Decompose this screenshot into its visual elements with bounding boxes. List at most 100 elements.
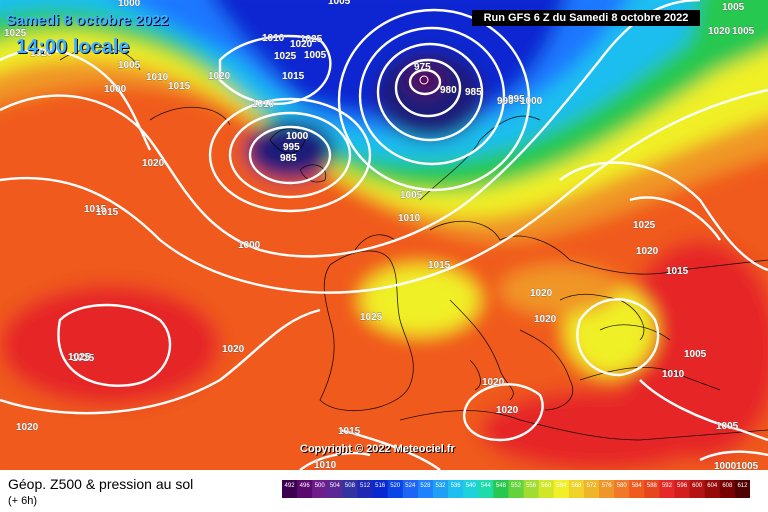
scale-label: 496 [300, 483, 311, 489]
scale-label: 592 [662, 483, 673, 489]
scale-swatch [538, 480, 555, 498]
scale-swatch [357, 480, 374, 498]
pressure-label: 1015 [666, 266, 689, 277]
scale-label: 588 [647, 483, 658, 489]
pressure-label-group: 1000 1005 1010 1015 1020 1025 1020 1010 … [4, 0, 759, 470]
pressure-label: 980 [440, 85, 457, 96]
scale-swatch [372, 480, 389, 498]
scale-swatch [387, 480, 404, 498]
pressure-label: 1000 [286, 131, 309, 142]
scale-label: 568 [571, 483, 582, 489]
scale-swatch [614, 480, 630, 498]
scale-label: 584 [632, 483, 643, 489]
scale-label: 560 [541, 483, 552, 489]
scale-label: 604 [707, 483, 718, 489]
scale-swatch [583, 480, 600, 498]
scale-label: 520 [390, 483, 401, 489]
pressure-label: 1005 [716, 421, 739, 432]
pressure-label: 1020 [708, 26, 731, 37]
scale-swatch [644, 480, 660, 498]
scale-swatch [659, 480, 676, 498]
pressure-label: 1020 [636, 246, 659, 257]
scale-label: 608 [722, 483, 733, 489]
scale-label: 504 [330, 483, 341, 489]
pressure-label: 1000 [118, 0, 141, 9]
pressure-label: 1010 [252, 99, 275, 110]
scale-swatch [734, 480, 750, 498]
pressure-label: 1010 [146, 72, 169, 83]
pressure-label: 1000 [238, 240, 261, 251]
pressure-label: 1010 [662, 369, 685, 380]
pressure-label: 1020 [142, 158, 165, 169]
scale-label: 500 [315, 483, 326, 489]
scale-label: 600 [692, 483, 703, 489]
pressure-label: 1010 [314, 460, 337, 470]
scale-label: 540 [466, 483, 477, 489]
scale-label: 564 [556, 483, 567, 489]
scale-label: 528 [420, 483, 431, 489]
scale-swatch [704, 480, 721, 498]
scale-label: 596 [677, 483, 688, 489]
forecast-offset: (+ 6h) [8, 495, 38, 507]
scale-label: 556 [526, 483, 537, 489]
scale-swatch [719, 480, 736, 498]
scale-label: 524 [405, 483, 416, 489]
scale-label: 536 [451, 483, 462, 489]
pressure-label: 1020 [16, 422, 39, 433]
pressure-label: 1005 [684, 349, 707, 360]
scale-label: 580 [617, 483, 628, 489]
pressure-label: 1010 [398, 213, 421, 224]
pressure-label: 1015 [96, 207, 119, 218]
pressure-label: 1025 [300, 34, 323, 45]
pressure-label: 1005 [304, 50, 327, 61]
pressure-label: 1005 [118, 60, 141, 71]
scale-swatch [312, 480, 328, 498]
scale-swatch [508, 480, 525, 498]
pressure-label: 1020 [222, 344, 245, 355]
pressure-label: 1020 [530, 288, 553, 299]
scale-swatch [568, 480, 585, 498]
pressure-label: 1000 [104, 84, 127, 95]
pressure-label: 975 [414, 62, 431, 73]
model-run-label: Run GFS 6 Z du Samedi 8 octobre 2022 [472, 10, 700, 26]
pressure-label: 1000 [286, 131, 309, 142]
pressure-label: 1015 [338, 426, 361, 437]
scale-swatch [327, 480, 343, 498]
scale-swatch [402, 480, 419, 498]
scale-swatch [629, 480, 645, 498]
pressure-label: 1005 [736, 461, 759, 470]
pressure-label: 1005 [732, 26, 755, 37]
scale-swatch [417, 480, 434, 498]
scale-swatch [553, 480, 570, 498]
pressure-label: 1020 [534, 314, 557, 325]
forecast-date: Samedi 8 octobre 2022 [6, 12, 169, 29]
scale-swatch [599, 480, 615, 498]
scale-swatch [432, 480, 449, 498]
pressure-label: 1020 [482, 377, 505, 388]
scale-label: 544 [481, 483, 492, 489]
forecast-time: 14:00 locale [16, 36, 130, 58]
scale-swatch [523, 480, 540, 498]
scale-label: 548 [496, 483, 507, 489]
pressure-label: 1025 [633, 220, 656, 231]
scale-swatch [493, 480, 509, 498]
pressure-label: 985 [280, 153, 297, 164]
pressure-label: 1005 [722, 2, 745, 13]
pressure-label: 985 [465, 87, 482, 98]
copyright-notice: Copyright © 2022 Meteociel.fr [300, 443, 455, 455]
forecast-map: 1000 1005 1010 1015 1020 1025 1020 1010 … [0, 0, 768, 470]
coastlines [59, 47, 768, 441]
pressure-label: 1005 [400, 190, 423, 201]
pressure-label: 1010 [262, 33, 285, 44]
isobars [0, 0, 768, 470]
scale-label: 516 [375, 483, 386, 489]
pressure-label: 1025 [4, 28, 27, 39]
scale-swatch [689, 480, 706, 498]
pressure-label: 990 [497, 96, 514, 107]
scale-label: 492 [285, 483, 296, 489]
scale-label: 576 [602, 483, 613, 489]
pressure-label: 1025 [360, 312, 383, 323]
pressure-label: 1020 [208, 71, 231, 82]
scale-label: 552 [511, 483, 522, 489]
